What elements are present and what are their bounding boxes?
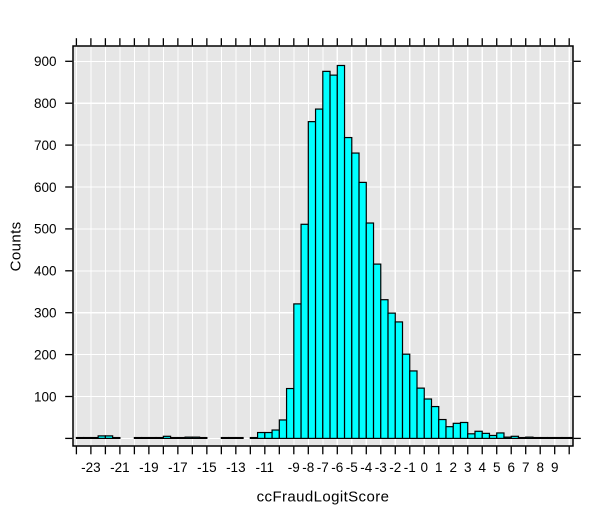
svg-text:1: 1 <box>435 460 443 475</box>
svg-text:-4: -4 <box>360 460 372 475</box>
svg-text:-1: -1 <box>404 460 416 475</box>
svg-text:700: 700 <box>34 138 57 153</box>
svg-text:ccFraudLogitScore: ccFraudLogitScore <box>257 489 390 506</box>
svg-text:9: 9 <box>551 460 559 475</box>
svg-text:-23: -23 <box>81 460 101 475</box>
svg-text:-19: -19 <box>139 460 159 475</box>
svg-text:0: 0 <box>421 460 429 475</box>
svg-text:200: 200 <box>34 347 57 362</box>
svg-text:-13: -13 <box>226 460 246 475</box>
svg-text:-5: -5 <box>346 460 358 475</box>
svg-text:5: 5 <box>493 460 501 475</box>
svg-text:300: 300 <box>34 306 57 321</box>
svg-text:8: 8 <box>536 460 544 475</box>
svg-text:-9: -9 <box>288 460 300 475</box>
svg-text:2: 2 <box>449 460 457 475</box>
svg-text:400: 400 <box>34 264 57 279</box>
svg-text:-2: -2 <box>389 460 401 475</box>
svg-text:-21: -21 <box>110 460 130 475</box>
svg-text:100: 100 <box>34 389 57 404</box>
svg-text:3: 3 <box>464 460 472 475</box>
svg-text:-6: -6 <box>331 460 343 475</box>
svg-text:Counts: Counts <box>8 221 25 271</box>
svg-text:-15: -15 <box>197 460 217 475</box>
svg-text:900: 900 <box>34 54 57 69</box>
svg-text:7: 7 <box>522 460 530 475</box>
svg-text:-8: -8 <box>302 460 314 475</box>
svg-text:4: 4 <box>478 460 486 475</box>
svg-text:-11: -11 <box>256 460 275 475</box>
svg-text:6: 6 <box>507 460 515 475</box>
svg-text:600: 600 <box>34 180 57 195</box>
svg-text:-17: -17 <box>168 460 188 475</box>
svg-text:800: 800 <box>34 96 57 111</box>
svg-text:500: 500 <box>34 222 57 237</box>
svg-text:-7: -7 <box>317 460 329 475</box>
svg-text:-3: -3 <box>375 460 387 475</box>
